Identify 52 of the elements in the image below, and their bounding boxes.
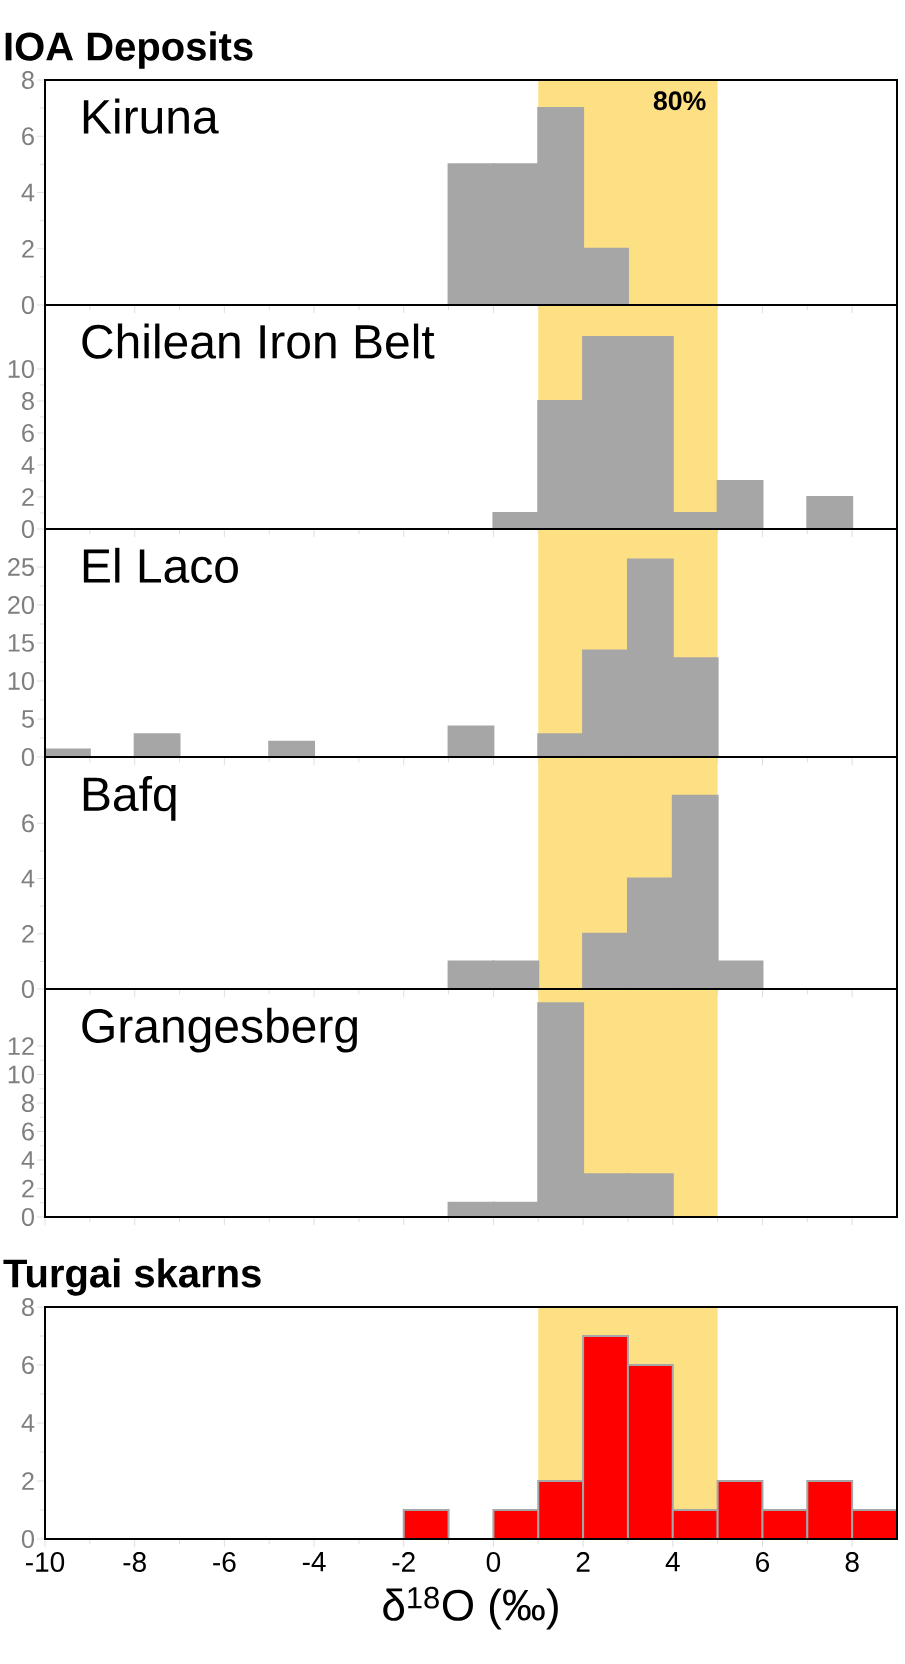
y-tick-label: 25: [8, 558, 34, 576]
y-tick-label: 2: [22, 1472, 34, 1490]
y-tick-label: 4: [21, 183, 35, 202]
y-tick-label: 8: [22, 392, 34, 410]
x-tick-label: -6: [213, 1552, 236, 1572]
x-tick-label: 6: [756, 1552, 770, 1572]
chart-subtitle: Grangesberg: [82, 1007, 357, 1053]
chart-title: IOA Deposits: [5, 31, 253, 69]
y-tick-label: 8: [22, 1094, 34, 1112]
x-tick-label: 8: [845, 1552, 859, 1572]
y-tick-label: 10: [8, 672, 34, 690]
x-tick-label: 0: [486, 1552, 501, 1572]
y-tick-label: 0: [21, 296, 34, 314]
x-tick-label: -2: [392, 1552, 415, 1572]
y-tick-label: 0: [21, 748, 34, 766]
chart-title: Turgai skarns: [3, 1258, 261, 1296]
y-tick-label: 10: [8, 1065, 34, 1084]
x-tick-label: -8: [123, 1552, 146, 1572]
x-tick-label: -4: [302, 1552, 326, 1572]
chart-subtitle: El Laco: [83, 547, 238, 584]
y-tick-label: 2: [22, 924, 34, 943]
y-tick-label: 8: [22, 1298, 34, 1316]
y-tick-label: 0: [21, 1208, 34, 1226]
y-tick-label: 2: [22, 239, 34, 258]
y-tick-label: 0: [21, 520, 34, 538]
y-tick-label: 4: [21, 869, 35, 888]
y-tick-label: 8: [22, 71, 34, 89]
x-axis-title: δ$^{18}$O (‰): [383, 1586, 558, 1630]
y-tick-label: 6: [22, 1122, 34, 1141]
x-tick-label: -10: [26, 1552, 65, 1572]
chart-subtitle: Kiruna: [83, 98, 219, 134]
y-tick-label: 2: [22, 1179, 34, 1198]
y-tick-label: 6: [22, 127, 34, 146]
band-label: 80%: [653, 91, 706, 111]
y-tick-label: 2: [22, 488, 34, 506]
y-tick-label: 5: [21, 710, 34, 728]
y-tick-label: 6: [22, 424, 34, 442]
y-tick-label: 4: [21, 1414, 35, 1432]
y-tick-label: 12: [8, 1037, 34, 1055]
y-tick-label: 0: [21, 980, 34, 998]
y-tick-label: 4: [21, 456, 35, 474]
y-tick-label: 0: [21, 1530, 34, 1548]
x-tick-label: 4: [665, 1552, 680, 1572]
y-tick-label: 6: [22, 814, 34, 833]
y-tick-label: 4: [21, 1151, 35, 1169]
y-tick-label: 10: [8, 360, 34, 378]
chart-subtitle: Chilean Iron Belt: [82, 323, 435, 359]
y-tick-label: 6: [22, 1356, 34, 1374]
chart-subtitle: Bafq: [83, 776, 176, 821]
x-tick-label: 2: [576, 1552, 590, 1572]
y-tick-label: 20: [8, 596, 34, 614]
y-tick-label: 15: [8, 634, 34, 652]
